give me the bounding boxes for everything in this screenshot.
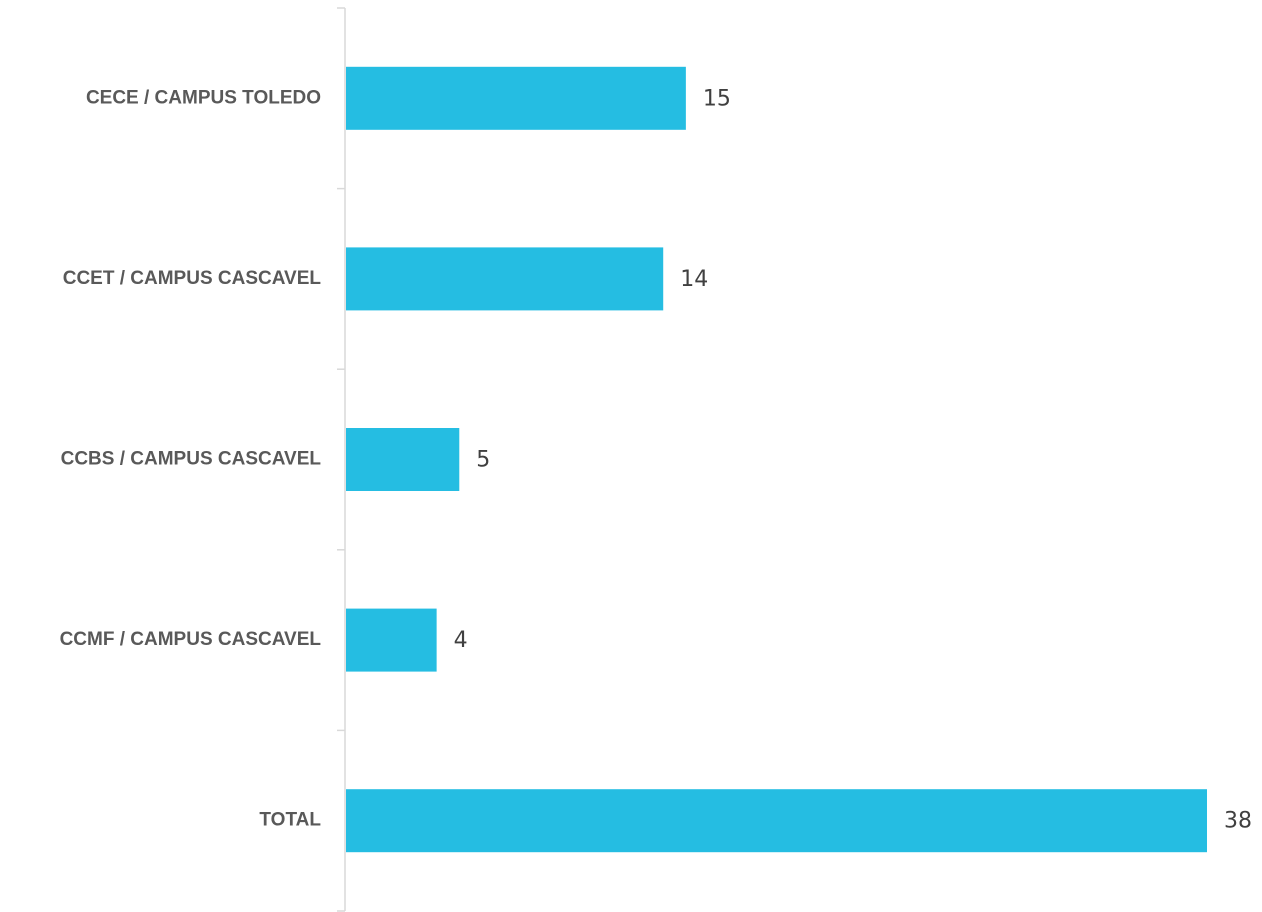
data-label: 14 xyxy=(680,267,708,292)
category-labels: CECE / CAMPUS TOLEDO CCET / CAMPUS CASCAV… xyxy=(60,87,322,830)
bar xyxy=(346,789,1207,853)
data-label: 38 xyxy=(1224,809,1252,834)
data-label: 4 xyxy=(454,628,468,653)
category-label: TOTAL xyxy=(259,810,321,831)
data-label: 15 xyxy=(703,86,731,111)
category-label: CCMF / CAMPUS CASCAVEL xyxy=(60,629,322,650)
bar xyxy=(346,608,437,672)
bars xyxy=(346,66,1207,853)
category-label: CCBS / CAMPUS CASCAVEL xyxy=(61,449,322,470)
category-label: CCET / CAMPUS CASCAVEL xyxy=(63,268,322,289)
data-label: 5 xyxy=(476,448,490,473)
category-axis xyxy=(337,7,346,912)
bar xyxy=(346,428,460,491)
bar xyxy=(346,247,664,311)
bar xyxy=(346,66,686,130)
value-labels: 15 14 5 4 38 xyxy=(454,86,1252,833)
category-label: CECE / CAMPUS TOLEDO xyxy=(86,87,321,108)
